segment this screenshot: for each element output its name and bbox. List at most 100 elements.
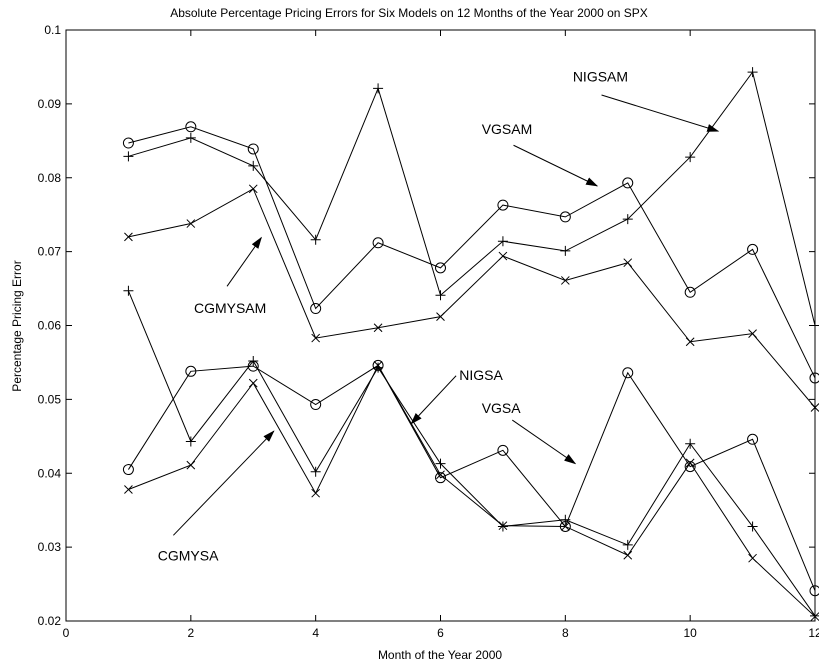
annotation-arrow [513,144,599,187]
data-point-x [311,333,321,343]
y-tick-label: 0.06 [38,319,62,333]
series-layer [122,67,819,621]
y-tick-label: 0.04 [38,466,62,480]
data-point-x [810,612,819,621]
x-tick-label: 0 [63,626,70,640]
data-point-circle [247,360,259,372]
data-point-circle [247,143,259,155]
series-6 [124,361,819,621]
data-point-circle [372,237,384,249]
data-point-circle [684,461,696,473]
data-point-circle [497,444,509,456]
data-point-plus [622,214,633,225]
data-point-circle [185,365,197,377]
data-point-plus [248,160,259,171]
data-point-plus [810,320,819,331]
data-point-plus [560,245,571,256]
data-point-plus [123,285,134,296]
annotation-arrow [172,430,275,536]
y-tick-label: 0.05 [38,392,62,406]
data-point-x [124,232,133,242]
data-point-x [748,329,757,338]
data-point-x [685,337,695,347]
data-point-plus [747,67,758,78]
x-tick-label: 2 [187,626,194,640]
data-point-plus [685,438,696,449]
data-point-circle [622,367,634,379]
data-point-x [498,251,508,261]
data-point-circle [310,399,322,411]
data-point-x [436,312,445,321]
data-point-x [373,323,383,333]
data-point-circle [684,286,696,298]
data-point-x [124,485,133,494]
data-point-plus [497,521,508,532]
y-tick-label: 0.08 [38,171,62,185]
data-point-x [623,258,633,268]
data-point-plus [185,436,196,447]
y-axis-label: Percentage Pricing Error [10,260,24,391]
data-point-x [311,488,321,498]
annotation-label: NIGSA [459,367,503,383]
data-point-circle [185,121,197,133]
data-point-circle [809,372,819,384]
annotation-arrow [601,94,720,132]
x-tick-label: 10 [683,626,697,640]
data-point-circle [497,199,509,211]
series-3 [124,184,819,412]
data-point-circle [622,177,634,189]
data-point-x [373,361,383,370]
series-line [128,126,816,379]
series-4 [123,285,819,621]
data-point-circle [435,472,446,484]
series-line [128,188,816,408]
data-point-x [623,550,633,560]
annotation-arrow [511,419,577,465]
y-tick-label: 0.1 [44,23,61,37]
x-tick-label: 8 [562,626,569,640]
annotation-label: VGSAM [482,121,533,137]
annotation-label: CGMYSA [158,547,219,563]
data-point-x [685,458,695,468]
data-point-x [248,184,258,194]
x-tick-label: 4 [312,626,319,640]
chart-title: Absolute Percentage Pricing Errors for S… [170,6,648,20]
y-tick-label: 0.03 [38,540,62,554]
series-5 [122,359,819,597]
data-point-x [810,403,819,412]
data-point-x [436,470,445,480]
x-axis-label: Month of the Year 2000 [378,648,502,662]
data-point-x [498,521,508,531]
y-tick-label: 0.07 [38,245,62,259]
annotation-label: VGSA [482,400,522,416]
series-1 [123,67,819,331]
x-tick-label: 6 [437,626,444,640]
data-point-plus [497,236,508,247]
data-point-circle [372,359,384,371]
data-point-plus [435,290,446,301]
y-tick-label: 0.02 [38,614,62,628]
data-point-circle [747,243,759,255]
x-tick-label: 12 [808,626,819,640]
series-line [127,364,816,591]
y-tick-label: 0.09 [38,97,62,111]
data-point-x [748,553,757,563]
data-point-plus [123,151,134,162]
data-point-plus [310,234,321,245]
annotation-label: CGMYSAM [194,300,266,316]
plot-area-frame [65,29,816,622]
series-line [128,70,816,326]
data-point-circle [122,464,134,476]
data-point-x [560,276,570,285]
data-point-x [186,219,196,228]
data-point-x [186,460,196,470]
data-point-plus [747,521,758,532]
data-point-circle [747,433,759,445]
annotation-arrow [226,236,262,287]
data-point-x [248,378,258,388]
data-point-circle [435,262,446,274]
annotation-layer: NIGSAM VGSAM CGMYSAM NIGSA VGSA CGMYSA [158,69,720,563]
data-point-circle [310,303,322,315]
annotation-label: NIGSAM [573,69,628,85]
